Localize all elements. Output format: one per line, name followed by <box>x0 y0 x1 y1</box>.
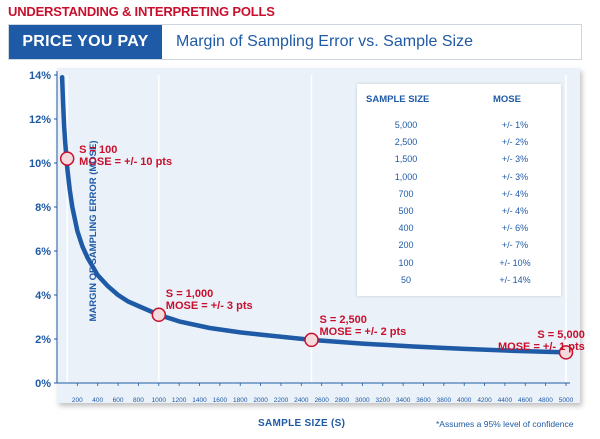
x-tick-label: 4400 <box>498 397 513 404</box>
x-tick-label: 2800 <box>335 397 350 404</box>
annotation-mose: MOSE = +/- 2 pts <box>319 325 407 338</box>
table-cell-sample-size: 5,000 <box>394 120 418 130</box>
annotation-sample-size: S = 100 <box>79 143 118 156</box>
highlight-point <box>151 307 167 323</box>
table-cell-mose: +/- 3% <box>501 154 529 165</box>
y-tick-label: 6% <box>35 246 51 258</box>
y-tick-label: 10% <box>29 158 51 170</box>
table-cell-mose: +/- 4% <box>501 188 529 199</box>
table-cell-sample-size: 200 <box>398 240 414 251</box>
header-badge: PRICE YOU PAY <box>9 25 162 59</box>
table-cell-mose: +/- 1% <box>501 120 529 130</box>
table-cell-sample-size: 1,000 <box>394 171 418 182</box>
y-axis-label: MARGIN OF SAMPLING ERROR (MOSE) <box>88 140 100 322</box>
axis-layer: 0% 2% 4% 6% 8% 10% 12% 14% 200 400 600 800 1000 1200 1… <box>29 70 574 404</box>
highlight-annotation: S = 2,500 MOSE = +/- 2 pts <box>320 314 407 338</box>
highlight-annotation: S = 5,000 MOSE = +/- 1 pts <box>498 329 585 353</box>
y-tick-label: 0% <box>35 378 51 390</box>
table-header-sample-size: SAMPLE SIZE <box>366 94 430 105</box>
x-axis-label: SAMPLE SIZE (S) <box>258 418 346 429</box>
chart-header: PRICE YOU PAY Margin of Sampling Error v… <box>8 24 582 60</box>
table-cell-mose: +/- 7% <box>501 240 529 251</box>
table-cell-sample-size: 500 <box>398 206 414 216</box>
x-tick-label: 1000 <box>152 397 167 404</box>
highlight-annotation: S = 1,000 MOSE = +/- 3 pts <box>166 288 253 312</box>
annotation-sample-size: S = 5,000 <box>537 329 585 342</box>
x-tick-label: 3600 <box>416 397 431 404</box>
table-cell-sample-size: 50 <box>400 274 411 285</box>
x-tick-label: 4200 <box>477 397 492 404</box>
annotation-sample-size: S = 2,500 <box>319 313 367 326</box>
table-cell-mose: +/- 14% <box>499 274 531 285</box>
x-tick-label: 200 <box>72 397 83 404</box>
x-tick-label: 3200 <box>376 397 391 404</box>
x-tick-label: 4600 <box>518 397 533 404</box>
y-tick-label: 4% <box>35 290 51 302</box>
x-tick-label: 2200 <box>274 397 289 404</box>
x-tick-label: 400 <box>92 397 103 404</box>
sample-size-table: SAMPLE SIZE MOSE 5,000 +/- 1% 2,500 +/- 2% 1… <box>357 84 561 296</box>
x-tick-label: 1600 <box>213 397 228 404</box>
x-tick-label: 2400 <box>294 397 309 404</box>
x-tick-label: 4000 <box>457 397 472 404</box>
x-tick-label: 3400 <box>396 397 411 404</box>
table-cell-sample-size: 1,500 <box>394 154 418 165</box>
highlight-markers <box>59 151 574 360</box>
chart-title: Margin of Sampling Error vs. Sample Size <box>176 33 473 50</box>
x-tick-label: 2600 <box>314 397 329 404</box>
table-header-mose: MOSE <box>493 94 521 105</box>
table-cell-sample-size: 100 <box>398 257 414 268</box>
annotation-mose: MOSE = +/- 10 pts <box>79 155 173 168</box>
y-tick-label: 2% <box>35 334 51 346</box>
table-cell-mose: +/- 2% <box>501 137 529 148</box>
x-tick-label: 3800 <box>437 397 452 404</box>
table-cell-sample-size: 700 <box>398 188 414 199</box>
table-cell-mose: +/- 6% <box>501 223 529 234</box>
x-tick-label: 800 <box>133 397 144 404</box>
x-tick-label: 1800 <box>233 397 248 404</box>
y-tick-label: 8% <box>35 202 51 214</box>
grid-layer <box>66 75 567 383</box>
highlight-annotation: S = 100 MOSE = +/- 10 pts <box>79 144 172 168</box>
x-tick-label: 2000 <box>253 397 268 404</box>
y-tick-label: 12% <box>29 114 51 126</box>
highlight-point <box>304 332 319 348</box>
annotation-sample-size: S = 1,000 <box>165 287 214 300</box>
x-tick-label: 5000 <box>559 397 574 404</box>
confidence-footnote: *Assumes a 95% level of confidence <box>436 419 574 429</box>
table-cell-mose: +/- 3% <box>501 171 529 182</box>
annotation-mose: MOSE = +/- 3 pts <box>165 299 253 312</box>
highlight-point <box>59 151 75 166</box>
x-tick-label: 600 <box>113 397 124 404</box>
table-cell-mose: +/- 10% <box>499 257 531 268</box>
mose-curve-line <box>59 74 569 355</box>
x-tick-label: 1200 <box>172 397 187 404</box>
highlight-point <box>558 345 574 360</box>
table-cell-sample-size: 2,500 <box>394 137 418 148</box>
x-tick-label: 1400 <box>192 397 207 404</box>
annotation-mose: MOSE = +/- 1 pts <box>498 341 585 354</box>
x-tick-label: 4800 <box>538 397 553 404</box>
eyebrow-title: UNDERSTANDING & INTERPRETING POLLS <box>8 4 275 19</box>
table-cell-sample-size: 400 <box>398 223 414 234</box>
x-tick-label: 3000 <box>355 397 370 404</box>
table-cell-mose: +/- 4% <box>501 206 529 216</box>
y-tick-label: 14% <box>29 70 51 82</box>
